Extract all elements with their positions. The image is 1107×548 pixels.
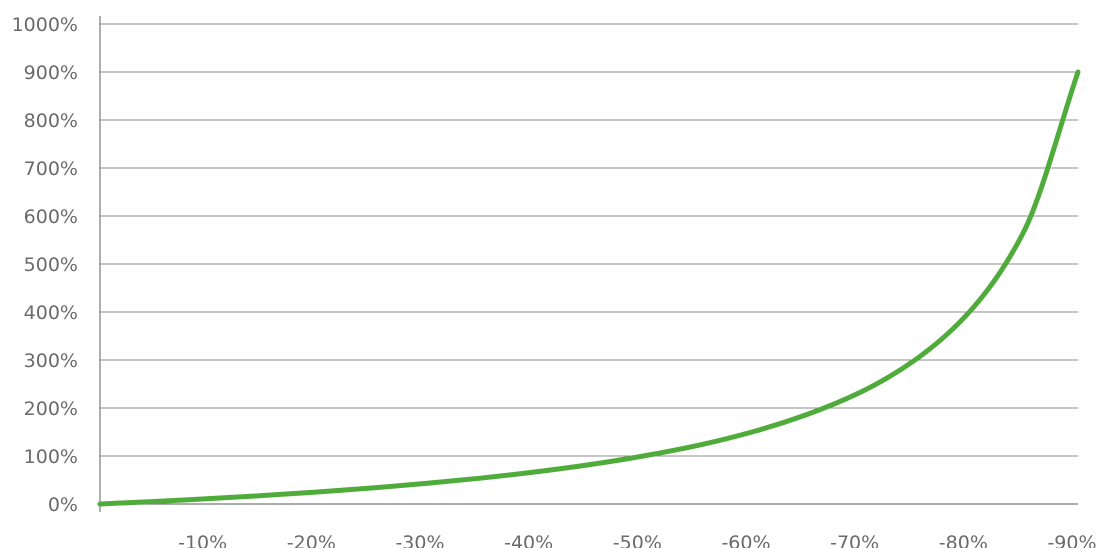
gridlines bbox=[100, 23, 1078, 457]
x-tick-label-40: -40% bbox=[504, 532, 553, 548]
data-point-5 bbox=[369, 486, 374, 491]
data-point-6 bbox=[424, 481, 429, 486]
data-point-2 bbox=[206, 496, 211, 501]
data-point-14 bbox=[858, 390, 863, 395]
data-point-12 bbox=[750, 430, 755, 435]
data-point-13 bbox=[804, 412, 809, 417]
y-tick-label-600: 600% bbox=[24, 206, 78, 228]
y-tick-label-900: 900% bbox=[24, 62, 78, 84]
x-tick-label-70: -70% bbox=[830, 532, 879, 548]
x-tick-label-90: -90% bbox=[1047, 532, 1096, 548]
y-axis-tick-labels: 0% 100% 200% 300% 400% 500% 600% 700% 800% 900% 10… bbox=[12, 14, 78, 516]
y-tick-label-400: 400% bbox=[24, 302, 78, 324]
data-point-16 bbox=[967, 310, 972, 315]
y-tick-label-100: 100% bbox=[24, 446, 78, 468]
data-point-18 bbox=[1076, 70, 1081, 75]
y-tick-label-1000: 1000% bbox=[12, 14, 78, 36]
y-tick-label-800: 800% bbox=[24, 110, 78, 132]
data-point-10 bbox=[641, 454, 646, 459]
y-tick-label-500: 500% bbox=[24, 254, 78, 276]
y-tick-label-0: 0% bbox=[48, 494, 78, 516]
data-point-3 bbox=[261, 493, 266, 498]
x-tick-label-10: -10% bbox=[178, 532, 227, 548]
y-tick-label-700: 700% bbox=[24, 158, 78, 180]
x-tick-label-80: -80% bbox=[939, 532, 988, 548]
x-tick-label-30: -30% bbox=[395, 532, 444, 548]
data-point-9 bbox=[587, 462, 592, 467]
x-tick-label-20: -20% bbox=[287, 532, 336, 548]
y-tick-label-300: 300% bbox=[24, 350, 78, 372]
x-tick-label-60: -60% bbox=[721, 532, 770, 548]
data-point-11 bbox=[695, 443, 700, 448]
data-point-7 bbox=[478, 476, 483, 481]
data-point-4 bbox=[315, 490, 320, 495]
x-axis-tick-labels: -10% -20% -30% -40% -50% -60% -70% -80% -90% bbox=[178, 532, 1096, 548]
data-point-0 bbox=[98, 502, 103, 507]
series-group bbox=[97, 69, 1081, 507]
data-point-8 bbox=[532, 469, 537, 474]
data-point-15 bbox=[913, 358, 918, 363]
data-point-1 bbox=[152, 499, 157, 504]
axes bbox=[99, 16, 1078, 512]
series-line-0 bbox=[97, 69, 1081, 507]
x-tick-label-50: -50% bbox=[613, 532, 662, 548]
y-tick-label-200: 200% bbox=[24, 398, 78, 420]
data-point-17 bbox=[1021, 229, 1026, 234]
